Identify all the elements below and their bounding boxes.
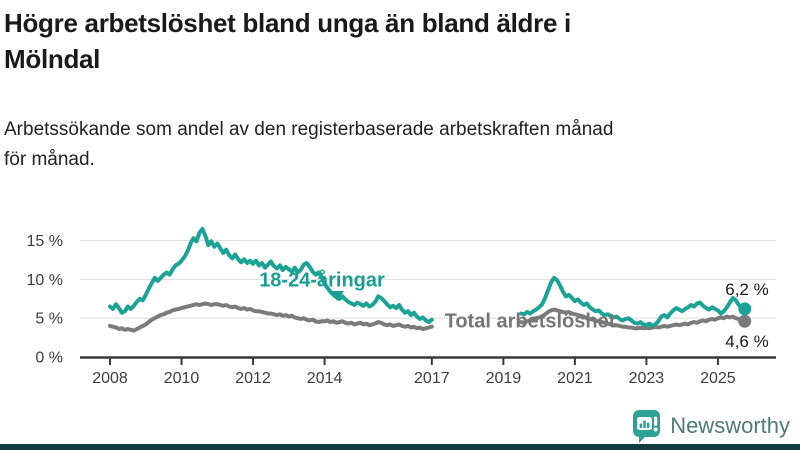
x-axis-tick-label: 2019	[486, 370, 522, 387]
series-line	[108, 301, 434, 333]
series-label-total: Total arbetslöshet	[444, 310, 616, 333]
page-title: Högre arbetslöshet bland unga än bland ä…	[4, 5, 784, 77]
newsworthy-logo: Newsworthy	[632, 409, 790, 443]
x-axis-tick-label: 2021	[557, 370, 593, 387]
end-value-label-total: 4,6 %	[725, 332, 769, 351]
arrow-down-icon	[330, 291, 344, 301]
bar-chart-speech-bubble-icon	[633, 410, 661, 443]
chart-subtitle: Arbetssökande som andel av den registerb…	[4, 115, 790, 175]
series-label-young: 18-24-åringar	[259, 269, 385, 292]
brand-name: Newsworthy	[670, 413, 790, 438]
x-axis-tick-label: 2010	[164, 370, 200, 387]
subtitle-line-1: Arbetssökande som andel av den registerb…	[4, 119, 614, 140]
series-line	[108, 226, 434, 325]
x-axis-tick-label: 2017	[414, 370, 450, 387]
title-line-2: Mölndal	[4, 44, 101, 74]
series-end-dot	[738, 302, 752, 316]
y-axis-tick-label: 15 %	[27, 233, 63, 250]
end-value-label-young: 6,2 %	[725, 280, 769, 299]
title-line-1: Högre arbetslöshet bland unga än bland ä…	[4, 8, 571, 38]
subtitle-line-2: för månad.	[4, 149, 95, 170]
y-axis-tick-label: 0 %	[35, 350, 63, 367]
y-axis-tick-label: 5 %	[35, 311, 63, 328]
x-axis-tick-label: 2008	[92, 370, 128, 387]
series-line	[519, 275, 747, 328]
y-axis-tick-label: 10 %	[27, 272, 63, 289]
x-axis-tick-label: 2025	[700, 370, 736, 387]
footer-accent-bar	[0, 444, 800, 450]
x-axis-tick-label: 2023	[629, 370, 665, 387]
series-end-dot	[738, 314, 752, 328]
x-axis-tick-label: 2014	[307, 370, 343, 387]
series-line	[519, 307, 747, 331]
x-axis-tick-label: 2012	[235, 370, 271, 387]
